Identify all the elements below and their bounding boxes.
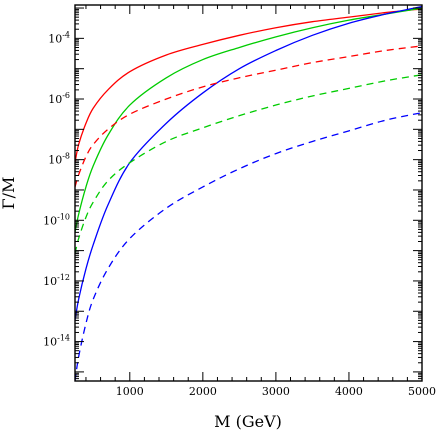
y-tick-power: -8 xyxy=(62,152,70,161)
x-tick-label: 3000 xyxy=(262,385,290,398)
y-tick-base: 10 xyxy=(43,214,57,227)
y-tick-label: 10-14 xyxy=(43,334,70,349)
y-tick-base: 10 xyxy=(48,154,62,167)
y-tick-base: 10 xyxy=(43,275,57,288)
y-tick-base: 10 xyxy=(48,93,62,106)
series-line-4 xyxy=(75,45,422,188)
x-tick-label: 1000 xyxy=(116,385,144,398)
y-axis-title: Γ/M xyxy=(0,177,18,210)
y-tick-power: -14 xyxy=(57,334,70,343)
x-tick-label: 4000 xyxy=(335,385,363,398)
y-tick-label: 10-8 xyxy=(48,152,70,167)
ticks-layer xyxy=(75,5,423,381)
x-tick-label: 2000 xyxy=(189,385,217,398)
series-line-2 xyxy=(75,7,422,233)
series-line-5 xyxy=(75,74,422,254)
y-tick-label: 10-4 xyxy=(48,30,70,45)
x-tick-label: 5000 xyxy=(408,385,436,398)
y-tick-label: 10-6 xyxy=(48,91,70,106)
y-tick-base: 10 xyxy=(48,32,62,45)
y-tick-base: 10 xyxy=(43,336,57,349)
labels-layer: 1000 2000 3000 4000 500010-410-610-810-1010-… xyxy=(43,30,436,398)
y-tick-label: 10-10 xyxy=(43,212,70,227)
y-tick-label: 10-12 xyxy=(43,273,70,288)
series-line-1 xyxy=(75,8,422,163)
plot-frame xyxy=(74,4,423,382)
y-tick-power: -6 xyxy=(62,91,70,100)
y-tick-power: -12 xyxy=(57,273,70,282)
x-axis-title: M (GeV) xyxy=(214,412,282,431)
series-line-6 xyxy=(75,112,422,381)
series-line-3 xyxy=(75,5,422,321)
series-layer xyxy=(75,5,422,381)
y-tick-power: -10 xyxy=(57,212,70,221)
y-tick-power: -4 xyxy=(62,30,70,39)
